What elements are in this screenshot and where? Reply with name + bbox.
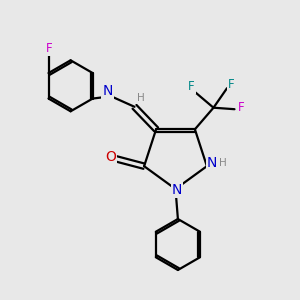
Text: F: F bbox=[238, 101, 244, 114]
Text: F: F bbox=[188, 80, 195, 93]
Text: N: N bbox=[207, 156, 217, 170]
Text: H: H bbox=[137, 93, 145, 103]
Text: H: H bbox=[219, 158, 226, 168]
Text: O: O bbox=[105, 150, 116, 164]
Text: F: F bbox=[46, 42, 52, 55]
Text: F: F bbox=[228, 78, 235, 91]
Text: N: N bbox=[102, 84, 113, 98]
Text: N: N bbox=[172, 183, 182, 197]
